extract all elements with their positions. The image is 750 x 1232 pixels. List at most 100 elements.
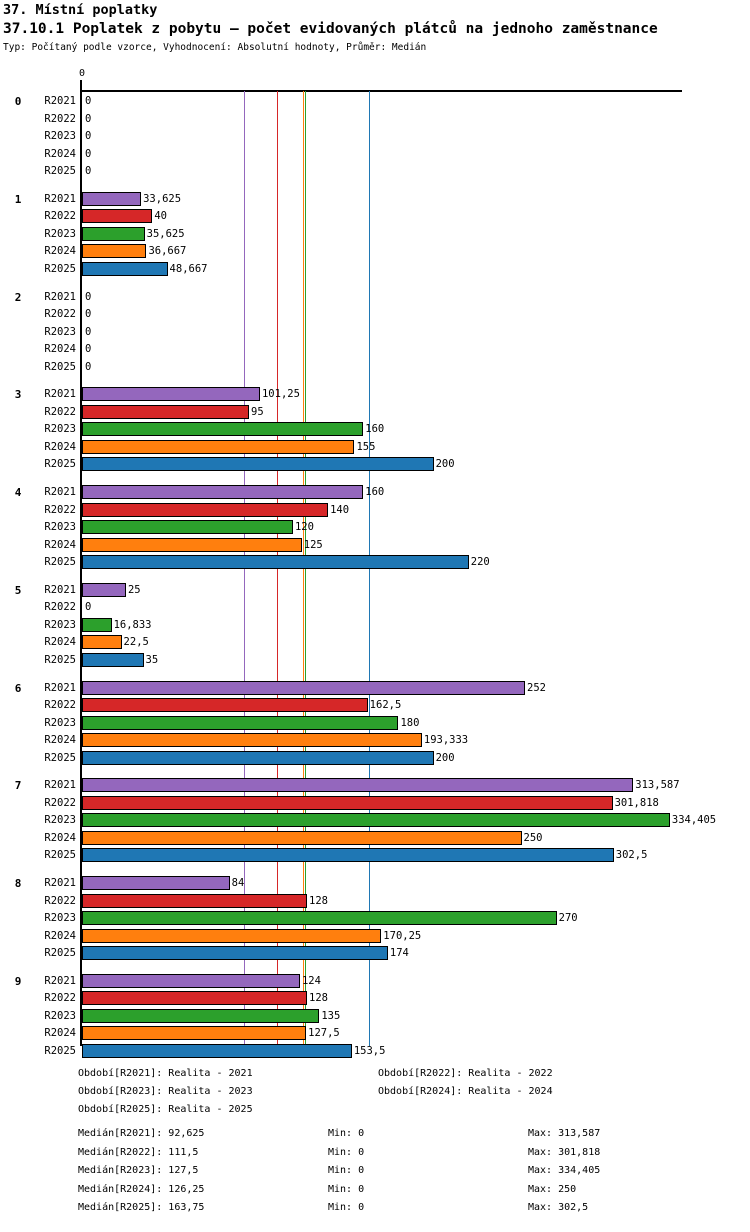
row-label-r2024: R2024	[44, 343, 76, 356]
row-label-r2022: R2022	[44, 503, 76, 516]
bar-value-label: 124	[301, 974, 321, 987]
row-label-r2025: R2025	[44, 262, 76, 275]
stat-min: Min: 0	[328, 1128, 365, 1139]
group-label: 3	[14, 388, 22, 402]
row-label-r2024: R2024	[44, 831, 76, 844]
row-label-r2025: R2025	[44, 849, 76, 862]
row-label-r2021: R2021	[44, 388, 76, 401]
x-axis-tick	[81, 80, 82, 90]
bar-value-label: 0	[85, 360, 92, 373]
row-label-r2021: R2021	[44, 779, 76, 792]
bar-value-label: 174	[389, 947, 409, 960]
row-label-r2024: R2024	[44, 440, 76, 453]
bar-r2021	[82, 876, 230, 890]
bar-r2022	[82, 991, 308, 1006]
row-label-r2022: R2022	[44, 210, 76, 223]
bar-value-label: 33,625	[143, 192, 182, 205]
bar-r2022	[82, 502, 329, 517]
bar-value-label: 160	[365, 423, 385, 436]
bar-value-label: 250	[523, 831, 543, 844]
row-label-r2025: R2025	[44, 360, 76, 373]
bar-r2023	[82, 617, 112, 632]
row-label-r2023: R2023	[44, 130, 76, 143]
bar-r2025	[82, 555, 469, 570]
bar-value-label: 153,5	[353, 1044, 386, 1057]
stat-median: Medián[R2021]: 92,625	[78, 1128, 205, 1139]
legend-item-r2025: Období[R2025]: Realita - 2025	[78, 1104, 253, 1115]
bar-r2024	[82, 733, 422, 748]
bar-value-label: 270	[558, 912, 578, 925]
legend-item-r2021: Období[R2021]: Realita - 2021	[78, 1068, 253, 1079]
bar-value-label: 120	[294, 521, 314, 534]
row-label-r2021: R2021	[44, 192, 76, 205]
row-label-r2025: R2025	[44, 653, 76, 666]
bar-r2024	[82, 928, 382, 943]
group-label: 5	[14, 583, 22, 597]
bar-value-label: 0	[85, 308, 92, 321]
row-label-r2021: R2021	[44, 95, 76, 107]
row-label-r2022: R2022	[44, 699, 76, 712]
x-axis-tick-label: 0	[78, 68, 86, 79]
bar-r2022	[82, 698, 368, 713]
bar-value-label: 48,667	[169, 262, 208, 275]
bar-value-label: 162,5	[369, 699, 402, 712]
bar-r2024	[82, 635, 122, 650]
bar-value-label: 35	[145, 653, 159, 666]
row-label-r2025: R2025	[44, 947, 76, 960]
row-label-r2024: R2024	[44, 636, 76, 649]
row-label-r2021: R2021	[44, 974, 76, 987]
bar-r2024	[82, 439, 355, 454]
bar-value-label: 0	[85, 325, 92, 338]
row-label-r2024: R2024	[44, 1027, 76, 1040]
stat-max: Max: 250	[528, 1183, 577, 1195]
bar-r2024	[82, 537, 302, 552]
stat-min: Min: 0	[328, 1202, 365, 1214]
bar-value-label: 0	[85, 95, 92, 107]
row-label-r2024: R2024	[44, 147, 76, 160]
group-label: 9	[14, 974, 22, 988]
bar-value-label: 301,818	[614, 796, 659, 809]
group-label: 8	[14, 877, 22, 890]
bar-value-label: 135	[321, 1009, 341, 1022]
bar-r2021	[82, 582, 126, 597]
bar-r2021	[82, 680, 526, 695]
stat-max: Max: 334,405	[528, 1165, 601, 1177]
bar-r2022	[82, 404, 249, 419]
row-label-r2022: R2022	[44, 308, 76, 321]
bar-r2021	[82, 387, 260, 402]
group-label: 4	[14, 486, 22, 499]
stat-median: Medián[R2022]: 111,5	[78, 1146, 199, 1158]
bar-value-label: 313,587	[635, 779, 680, 792]
row-label-r2025: R2025	[44, 165, 76, 178]
bar-value-label: 220	[470, 556, 490, 569]
bar-value-label: 140	[330, 503, 350, 516]
bar-r2025	[82, 848, 614, 863]
row-label-r2023: R2023	[44, 423, 76, 436]
row-label-r2021: R2021	[44, 681, 76, 694]
bar-r2023	[82, 520, 293, 535]
row-label-r2024: R2024	[44, 929, 76, 942]
bar-value-label: 36,667	[148, 245, 187, 258]
bar-value-label: 125	[303, 538, 323, 551]
row-label-r2023: R2023	[44, 814, 76, 827]
bar-value-label: 40	[154, 210, 167, 223]
stat-median: Medián[R2025]: 163,75	[78, 1202, 205, 1214]
bar-r2021	[82, 485, 364, 499]
bar-r2023	[82, 715, 399, 730]
bar-value-label: 193,333	[423, 734, 469, 747]
bar-value-label: 180	[400, 716, 420, 729]
stat-median: Medián[R2023]: 127,5	[78, 1165, 199, 1177]
legend-item-r2023: Období[R2023]: Realita - 2023	[78, 1086, 253, 1097]
bar-value-label: 302,5	[615, 849, 648, 862]
bar-value-label: 128	[309, 894, 328, 907]
bar-value-label: 127,5	[308, 1027, 340, 1040]
section-title: 37. Místní poplatky	[3, 2, 158, 18]
bar-r2025	[82, 1043, 352, 1058]
group-label: 1	[14, 192, 22, 206]
stat-max: Max: 302,5	[528, 1202, 589, 1214]
bar-r2025	[82, 750, 434, 765]
stat-min: Min: 0	[328, 1146, 365, 1158]
bar-value-label: 25	[127, 583, 141, 596]
page-title: 37.10.1 Poplatek z pobytu – počet evidov…	[3, 21, 658, 37]
